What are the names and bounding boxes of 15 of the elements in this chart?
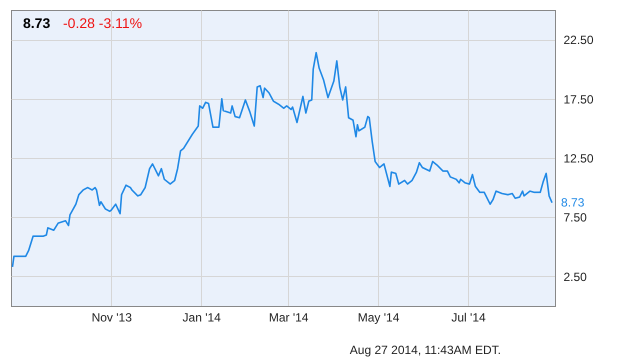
y-tick-label: 12.50 <box>564 152 594 166</box>
line-series <box>12 52 553 268</box>
annotation: 8.73 <box>561 196 585 210</box>
x-tick-label: Jul '14 <box>451 310 486 324</box>
text: Aug 27 2014, 11:43AM EDT. <box>350 343 501 357</box>
y-tick-label: 2.50 <box>564 270 588 284</box>
y-tick-label: 7.50 <box>564 210 588 225</box>
x-tick-label: Nov '13 <box>92 310 132 324</box>
x-tick-label: Jan '14 <box>182 310 222 324</box>
chart-subtitle: -0.28 -3.11% <box>63 15 142 31</box>
y-tick-label: 17.50 <box>564 92 594 106</box>
x-tick-label: May '14 <box>358 310 400 324</box>
chart-title: 8.73 <box>23 15 50 31</box>
y-tick-label: 22.50 <box>564 33 594 48</box>
x-tick-label: Mar '14 <box>268 310 309 324</box>
